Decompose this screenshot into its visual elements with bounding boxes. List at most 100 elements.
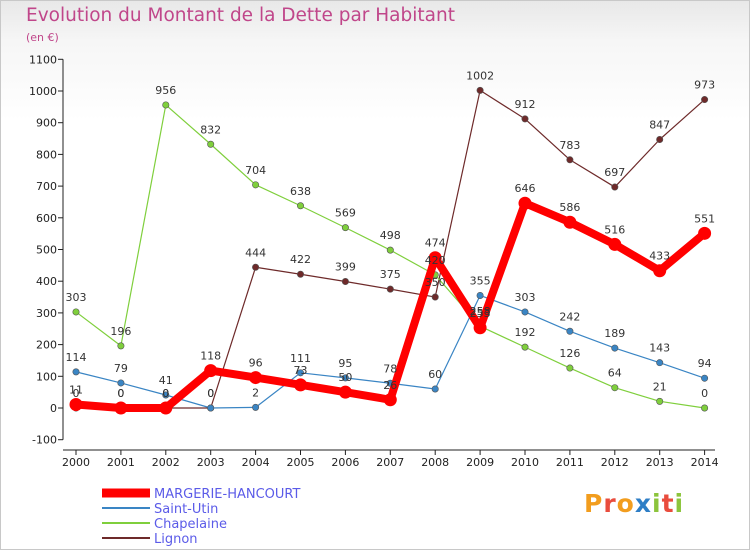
data-point (383, 393, 397, 407)
data-point (521, 343, 529, 351)
y-tick-label: 700 (36, 180, 57, 193)
data-point (698, 226, 712, 240)
data-label: 0 (701, 387, 708, 400)
data-label: 94 (698, 357, 712, 370)
y-tick-label: 100 (36, 370, 57, 383)
data-label: 111 (290, 352, 311, 365)
data-label: 0 (117, 387, 124, 400)
data-point (341, 374, 349, 382)
data-label: 143 (649, 342, 670, 355)
data-label: 60 (428, 368, 442, 381)
data-point (294, 378, 307, 392)
x-tick-label: 2010 (511, 456, 539, 469)
data-label: 399 (335, 261, 356, 274)
x-tick-label: 2007 (376, 456, 404, 469)
data-label: 196 (110, 325, 131, 338)
data-label: 26 (383, 379, 397, 392)
data-point (249, 371, 263, 385)
data-point (117, 379, 125, 387)
data-point (521, 308, 529, 316)
data-point (296, 369, 304, 377)
data-point (608, 237, 622, 251)
y-tick-label: 1000 (29, 85, 57, 98)
x-tick-label: 2013 (646, 456, 674, 469)
data-label: 258 (470, 305, 491, 318)
data-point (72, 368, 80, 376)
legend-label: MARGERIE-HANCOURT (154, 487, 301, 502)
data-label: 375 (380, 268, 401, 281)
data-point (566, 327, 574, 335)
data-label: 638 (290, 185, 311, 198)
data-label: 847 (649, 119, 670, 132)
data-label: 444 (245, 246, 266, 259)
data-label: 569 (335, 207, 356, 220)
chart-unit-label: (en €) (26, 31, 59, 44)
data-label: 704 (245, 164, 266, 177)
data-point (252, 263, 260, 271)
data-label: 21 (653, 380, 667, 393)
x-tick-label: 2011 (556, 456, 584, 469)
data-label: 95 (338, 357, 352, 370)
x-tick-label: 2014 (691, 456, 719, 469)
data-label: 242 (559, 310, 580, 323)
data-point (386, 285, 394, 293)
x-tick-label: 2001 (107, 456, 135, 469)
legend-label: Saint-Utin (154, 502, 218, 517)
data-label: 79 (114, 362, 128, 375)
data-point (701, 404, 709, 412)
data-point (341, 278, 349, 286)
data-point (563, 215, 577, 229)
data-point (476, 291, 484, 299)
data-point (431, 293, 439, 301)
data-label: 73 (294, 364, 308, 377)
data-label: 0 (73, 387, 80, 400)
y-tick-label: 1100 (29, 53, 57, 66)
data-point (656, 136, 664, 144)
data-label: 96 (249, 357, 263, 370)
data-point (611, 384, 619, 392)
data-point (162, 101, 170, 109)
data-point (656, 359, 664, 367)
data-label: 2 (252, 386, 259, 399)
data-label: 192 (515, 326, 536, 339)
data-label: 253 (470, 307, 491, 320)
y-tick-label: -100 (32, 434, 57, 447)
y-tick-label: 500 (36, 244, 57, 257)
data-label: 973 (694, 79, 715, 92)
x-tick-label: 2012 (601, 456, 629, 469)
data-point (428, 251, 442, 265)
data-point (159, 401, 173, 415)
data-point (296, 270, 304, 278)
data-label: 422 (290, 253, 311, 266)
data-label: 118 (200, 350, 221, 363)
data-label: 516 (604, 223, 625, 236)
data-label: 0 (207, 387, 214, 400)
legend-label: Lignon (154, 532, 198, 547)
data-label: 646 (515, 182, 536, 195)
data-label: 78 (383, 362, 397, 375)
proxiti-logo: Proxiti (584, 489, 685, 518)
data-label: 0 (162, 387, 169, 400)
data-label: 783 (559, 139, 580, 152)
x-tick-label: 2009 (466, 456, 494, 469)
data-label: 474 (425, 237, 446, 250)
data-point (341, 224, 349, 232)
x-tick-label: 2008 (421, 456, 449, 469)
data-point (386, 246, 394, 254)
x-tick-label: 2004 (242, 456, 270, 469)
data-point (72, 308, 80, 316)
data-point (338, 385, 352, 399)
data-point (566, 156, 574, 164)
x-tick-label: 2005 (287, 456, 315, 469)
data-point (656, 397, 664, 405)
data-point (114, 401, 128, 415)
data-label: 551 (694, 212, 715, 225)
data-point (69, 398, 83, 412)
data-point (476, 86, 484, 94)
data-label: 355 (470, 274, 491, 287)
data-point (117, 342, 125, 350)
data-label: 50 (338, 371, 352, 384)
data-point (518, 196, 532, 210)
